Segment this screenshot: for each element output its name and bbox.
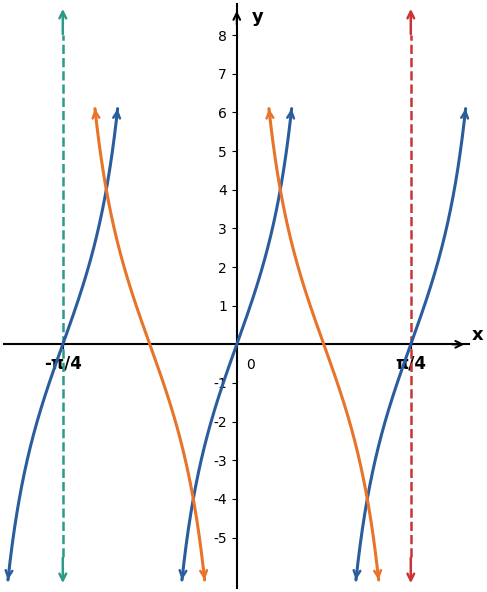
Text: y: y (252, 8, 264, 26)
Text: 0: 0 (245, 358, 254, 372)
Text: x: x (471, 326, 483, 343)
